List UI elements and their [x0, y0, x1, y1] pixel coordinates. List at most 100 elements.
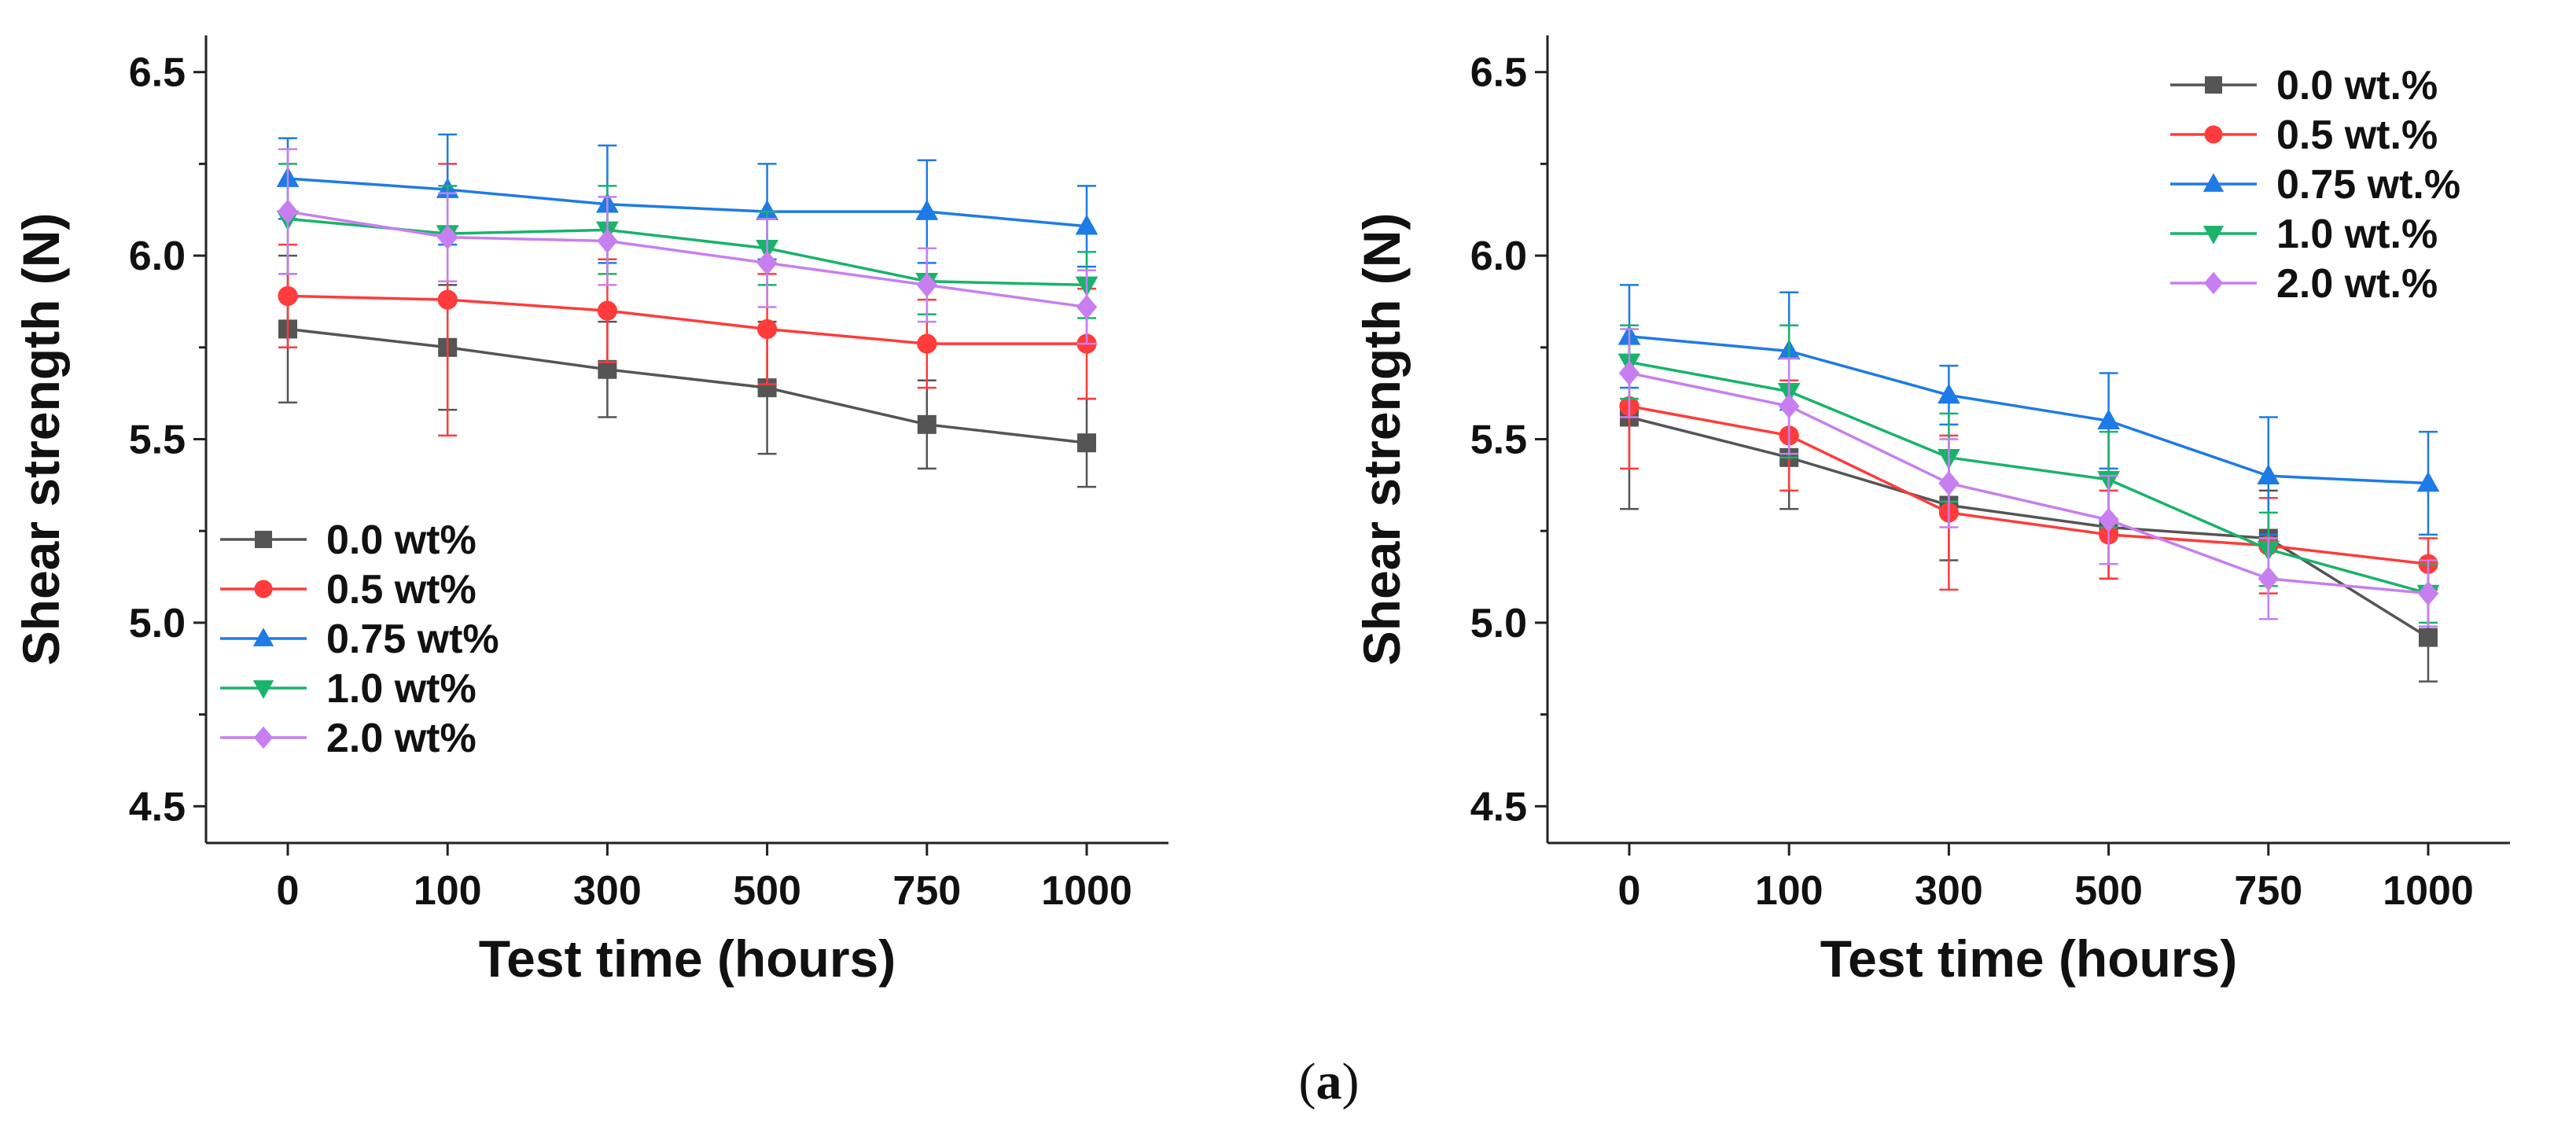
- legend-marker: [253, 726, 274, 749]
- data-point: [2097, 409, 2120, 429]
- legend-label: 0.5 wt.%: [2276, 112, 2438, 158]
- legend-label: 0.75 wt%: [326, 617, 499, 662]
- x-tick-label: 750: [892, 868, 961, 914]
- data-point: [597, 228, 618, 254]
- data-point: [1779, 393, 1800, 419]
- y-tick-label: 5.5: [1470, 418, 1527, 463]
- data-point: [2416, 471, 2440, 492]
- legend: 0.0 wt.%0.5 wt.%0.75 wt.%1.0 wt.%2.0 wt.…: [2170, 63, 2460, 307]
- y-tick-label: 6.0: [1470, 234, 1527, 279]
- legend-label: 0.5 wt%: [326, 567, 477, 613]
- data-point: [757, 318, 778, 340]
- series-line: [287, 210, 1087, 309]
- legend-marker: [254, 580, 273, 598]
- legend-label: 0.0 wt.%: [2276, 63, 2438, 109]
- x-axis-title: Test time (hours): [1820, 929, 2237, 988]
- series-line: [1628, 360, 2429, 595]
- series: [278, 163, 1097, 437]
- legend-marker: [255, 531, 272, 548]
- y-tick-label: 4.5: [1470, 784, 1527, 830]
- data-point: [1938, 470, 1960, 496]
- caption-close: ): [1342, 1053, 1360, 1110]
- series-line: [1628, 415, 2429, 639]
- legend-marker: [2204, 125, 2223, 144]
- y-tick-label: 5.0: [129, 601, 186, 646]
- data-point: [2417, 580, 2439, 606]
- x-tick-label: 1000: [2383, 868, 2474, 914]
- legend-marker: [2202, 173, 2225, 192]
- data-point: [2258, 566, 2279, 591]
- legend: 0.0 wt%0.5 wt%0.75 wt%1.0 wt%2.0 wt%: [220, 517, 499, 761]
- x-tick-label: 1000: [1041, 868, 1132, 914]
- series: [1617, 284, 2440, 536]
- legend-marker: [2205, 76, 2222, 94]
- series: [1618, 328, 2439, 628]
- y-tick-label: 6.5: [129, 50, 186, 96]
- series-line: [287, 217, 1087, 287]
- x-tick-label: 100: [414, 868, 482, 914]
- y-tick-label: 6.5: [1470, 50, 1527, 96]
- caption-letter: a: [1316, 1053, 1342, 1110]
- data-point: [2257, 464, 2280, 484]
- legend-label: 1.0 wt.%: [2276, 212, 2438, 257]
- data-point: [1076, 294, 1098, 320]
- y-tick-label: 5.0: [1470, 601, 1527, 646]
- series-line: [287, 177, 1087, 228]
- y-axis-title: Shear strength (N): [12, 213, 70, 666]
- legend-label: 0.75 wt.%: [2276, 162, 2460, 208]
- data-point: [915, 200, 939, 220]
- y-axis-title: Shear strength (N): [1352, 213, 1411, 666]
- series-line: [287, 294, 1087, 345]
- data-point: [1075, 214, 1098, 235]
- series: [277, 148, 1098, 345]
- x-tick-label: 500: [733, 868, 801, 914]
- data-point: [756, 200, 778, 220]
- data-point: [1938, 383, 1960, 404]
- caption-open: (: [1299, 1053, 1316, 1110]
- series-line: [1628, 335, 2429, 485]
- legend-marker: [2202, 226, 2225, 245]
- x-axis-title: Test time (hours): [479, 929, 896, 988]
- data-point: [2098, 507, 2119, 532]
- legend-label: 0.0 wt%: [326, 517, 477, 563]
- x-tick-label: 500: [2074, 868, 2143, 914]
- legend-marker: [2203, 271, 2224, 295]
- series-line: [287, 327, 1087, 444]
- x-tick-label: 100: [1755, 868, 1823, 914]
- x-tick-label: 0: [1618, 868, 1641, 914]
- x-tick-label: 300: [573, 868, 642, 914]
- chart-right: 4.5 5.0 5.5 6.0 6.5 0 100 300 500 750 1000 Test tim…: [1352, 35, 2510, 988]
- chart-left: 4.5 5.0 5.5 6.0 6.5 0 100 300 500 750 1000 Test tim…: [12, 35, 1168, 988]
- data-point: [916, 272, 937, 298]
- data-point: [437, 289, 458, 310]
- series: [1617, 324, 2440, 624]
- data-point: [2419, 628, 2438, 647]
- data-point: [917, 414, 937, 434]
- data-point: [277, 199, 299, 224]
- data-point: [917, 333, 937, 354]
- series: [276, 133, 1098, 268]
- y-tick-label: 5.5: [129, 418, 186, 463]
- legend-marker: [252, 680, 274, 699]
- series-line: [1628, 371, 2429, 595]
- x-tick-label: 300: [1915, 868, 1983, 914]
- series-line: [1628, 404, 2429, 565]
- legend-marker: [252, 628, 274, 646]
- x-tick-label: 0: [277, 868, 300, 914]
- data-point: [597, 300, 618, 321]
- data-point: [1077, 433, 1096, 453]
- x-tick-label: 750: [2234, 868, 2302, 914]
- figure-caption: (a): [1299, 1053, 1360, 1110]
- legend-label: 1.0 wt%: [326, 666, 477, 712]
- data-point: [278, 285, 298, 307]
- data-point: [1618, 360, 1640, 386]
- data-point: [756, 250, 778, 276]
- y-tick-label: 6.0: [129, 234, 186, 279]
- data-point: [437, 225, 458, 250]
- data-point: [598, 359, 617, 379]
- y-tick-label: 4.5: [129, 784, 186, 830]
- series: [1620, 324, 2438, 683]
- legend-label: 2.0 wt%: [326, 716, 477, 761]
- legend-label: 2.0 wt.%: [2276, 261, 2438, 307]
